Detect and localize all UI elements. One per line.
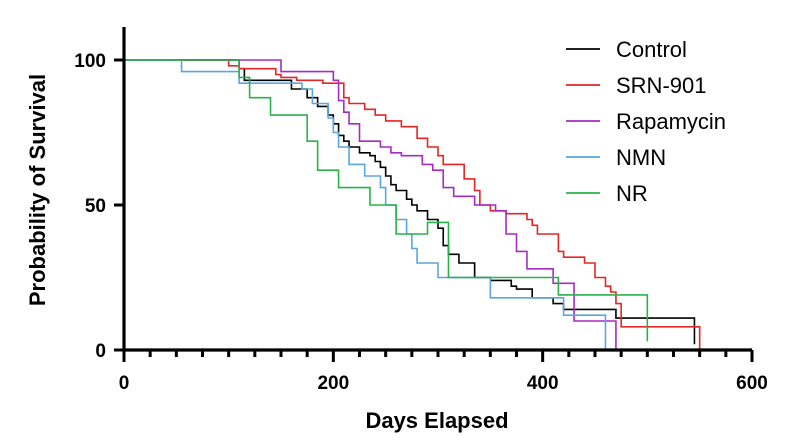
legend-label-nr: NR [616,181,648,206]
series-lines [124,59,701,350]
legend-label-nmn: NMN [616,145,666,170]
x-tick-label: 0 [119,373,130,394]
legend-label-srn-901: SRN-901 [616,73,706,98]
axis-ticks [114,58,754,362]
series-line-nr [124,59,649,342]
series-line-rapamycin [124,59,617,350]
legend: Control SRN-901 Rapamycin NMN NR [566,37,726,206]
x-tick-label: 200 [317,373,349,394]
series-line-nmn [124,59,607,350]
x-tick-label: 400 [527,373,559,394]
y-tick-label: 50 [85,196,106,217]
x-tick-label: 600 [736,373,768,394]
tick-labels: 0 200 400 600 0 50 100 [74,51,768,394]
legend-label-control: Control [616,37,687,62]
series-line-srn-901 [124,59,701,350]
y-axis-title: Probability of Survival [25,74,50,306]
x-axis-title: Days Elapsed [365,408,508,433]
y-tick-label: 0 [95,341,106,362]
legend-label-rapamycin: Rapamycin [616,109,726,134]
series-line-control [124,59,696,345]
y-tick-label: 100 [74,51,106,72]
